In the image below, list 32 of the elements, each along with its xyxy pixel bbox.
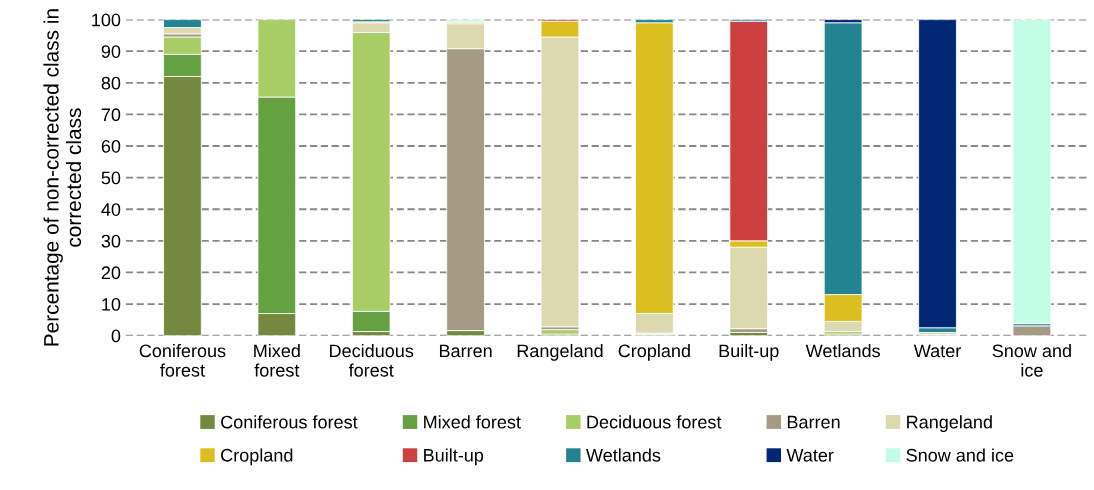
x-tick-label: Cropland (618, 343, 690, 361)
legend-label: Rangeland (907, 415, 992, 433)
x-tick-label: Mixed forest (254, 343, 300, 377)
y-tick-label: 70 (101, 108, 121, 122)
x-tick-label: Water (913, 344, 961, 358)
x-tick-label: Built-up (719, 343, 779, 361)
legend-label: Coniferous forest (221, 415, 358, 429)
x-tick-label: Barren (439, 344, 492, 358)
legend-label: Mixed forest (424, 415, 521, 429)
legend-label: Cropland (221, 448, 293, 466)
legend-label: Water (786, 449, 834, 462)
legend-label: Deciduous forest (587, 415, 722, 429)
y-tick-label: 40 (101, 203, 121, 216)
y-tick-label: 80 (101, 76, 121, 90)
legend-label: Built-up (424, 448, 484, 466)
legend-label: Wetlands (586, 448, 661, 462)
legend-label: Barren (787, 415, 840, 429)
y-tick-label: 100 (92, 13, 121, 27)
x-tick-label: Wetlands (805, 343, 880, 358)
x-tick-label: Snow and ice (992, 343, 1071, 377)
y-tick-label: 10 (102, 297, 121, 311)
x-tick-label: Rangeland (517, 343, 603, 361)
x-tick-label: Deciduous forest (330, 343, 414, 377)
y-tick-label: 30 (101, 234, 121, 248)
x-tick-label: Coniferous forest (139, 343, 226, 377)
y-tick-label: 50 (101, 171, 121, 185)
y-axis-title: Percentage of non-corrected class in corrected class (43, 9, 82, 346)
y-tick-label: 90 (101, 45, 121, 58)
y-tick-label: 20 (101, 266, 121, 280)
y-tick-label: 60 (101, 139, 121, 153)
legend-label: Snow and ice (906, 448, 1014, 462)
y-tick-label: 0 (111, 329, 121, 343)
